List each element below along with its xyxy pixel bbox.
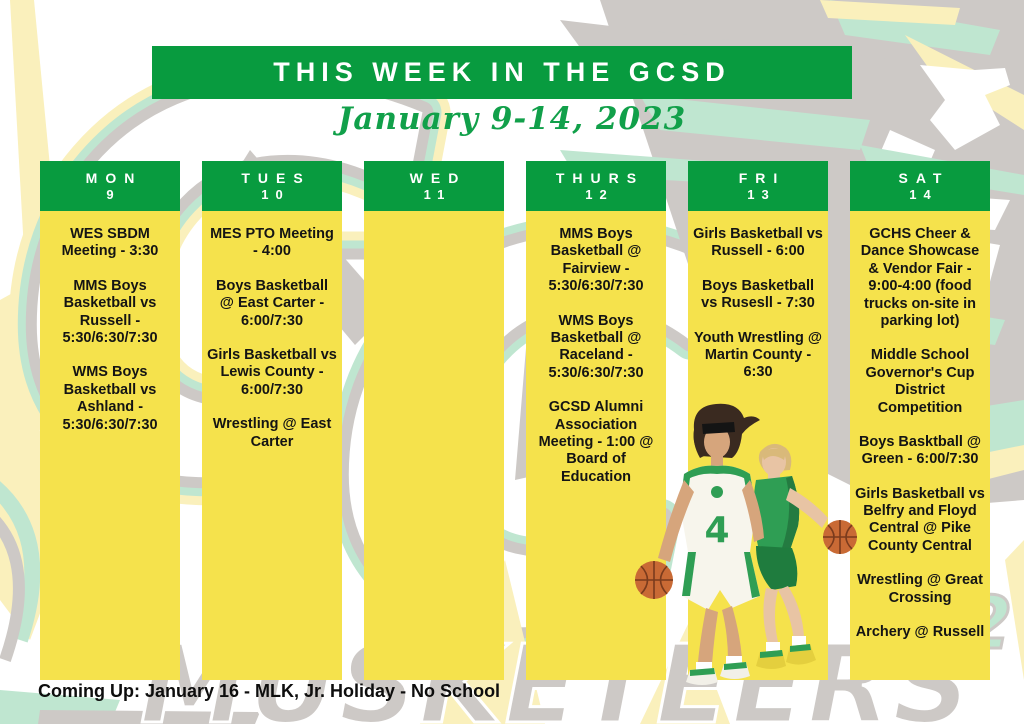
day-header: SAT 14 <box>850 161 990 211</box>
corner-swoosh <box>0 481 260 724</box>
day-label: SAT <box>898 170 950 186</box>
event-text: WMS Boys Basketball vs Ashland - 5:30/6:… <box>62 364 158 433</box>
day-column: TUES 10 MES PTO Meeting - 4:00 Boys Baske… <box>202 161 342 680</box>
day-column: SAT 14 GCHS Cheer & Dance Showcase & Ven… <box>850 161 990 680</box>
day-label: WED <box>409 170 467 186</box>
event-text: Boys Basketball @ East Carter - 6:00/7:3… <box>215 277 329 329</box>
day-number: 11 <box>423 187 452 202</box>
day-header: MON 9 <box>40 161 180 211</box>
day-number: 14 <box>909 187 938 202</box>
day-label: FRI <box>738 170 786 186</box>
event-text: WES SBDM Meeting - 3:30 <box>61 226 159 260</box>
day-column: MON 9 WES SBDM Meeting - 3:30 MMS Boys Ba… <box>40 161 180 680</box>
svg-text:4: 4 <box>704 510 729 551</box>
day-header: TUES 10 <box>202 161 342 211</box>
decor-yellow-spike <box>640 620 730 724</box>
event-text: MMS Boys Basketball @ Fairview - 5:30/6:… <box>548 226 644 295</box>
event-text: Girls Basketball vs Belfry and Floyd Cen… <box>855 485 985 554</box>
date-range: January 9-14, 2023 <box>337 101 687 137</box>
day-column: THURS 12 MMS Boys Basketball @ Fairview … <box>526 161 666 680</box>
event-text: Girls Basketball vs Lewis County - 6:00/… <box>207 346 337 398</box>
event-text: Middle School Governor's Cup District Co… <box>865 347 975 416</box>
day-number: 13 <box>747 187 776 202</box>
event-text: MMS Boys Basketball vs Russell - 5:30/6:… <box>62 277 158 346</box>
day-header: FRI 13 <box>688 161 828 211</box>
decor-yellow-spike <box>1005 540 1024 680</box>
basketball-icon <box>823 520 857 554</box>
basketball-players-photo: 4 <box>635 403 857 685</box>
title-banner: THIS WEEK IN THE GCSD <box>152 46 852 99</box>
event-text: Boys Basketball vs Rusesll - 7:30 <box>701 277 815 312</box>
day-column: WED 11 <box>364 161 504 680</box>
day-header: THURS 12 <box>526 161 666 211</box>
event-text: GCSD Alumni Association Meeting - 1:00 @… <box>538 399 654 485</box>
event-text: Girls Basketball vs Russell - 6:00 <box>693 226 823 260</box>
event-text: Archery @ Russell <box>855 624 985 641</box>
day-number: 10 <box>261 187 290 202</box>
basketball-icon <box>635 561 673 599</box>
poster-title: THIS WEEK IN THE GCSD <box>273 57 731 87</box>
event-text: Wrestling @ East Carter <box>212 416 332 450</box>
player-front: 4 <box>635 403 764 685</box>
event-text: WMS Boys Basketball @ Raceland - 5:30/6:… <box>548 312 644 381</box>
event-text: Boys Basktball @ Green - 6:00/7:30 <box>858 433 982 468</box>
player-back <box>736 443 857 669</box>
day-label: MON <box>85 170 143 186</box>
week-columns: MON 9 WES SBDM Meeting - 3:30 MMS Boys Ba… <box>40 161 990 680</box>
day-events: WES SBDM Meeting - 3:30 MMS Boys Basketba… <box>40 211 180 680</box>
event-text: GCHS Cheer & Dance Showcase & Vendor Fai… <box>860 226 980 329</box>
day-events: MES PTO Meeting - 4:00 Boys Basketball @ … <box>202 211 342 680</box>
coming-up-note: Coming Up: January 16 - MLK, Jr. Holiday… <box>38 681 501 701</box>
event-text: Youth Wrestling @ Martin County - 6:30 <box>694 329 822 381</box>
day-events <box>364 211 504 680</box>
day-events: MMS Boys Basketball @ Fairview - 5:30/6:… <box>526 211 666 680</box>
day-label: TUES <box>241 170 311 186</box>
event-text: MES PTO Meeting - 4:00 <box>210 226 334 260</box>
day-label: THURS <box>555 170 645 186</box>
event-text: Wrestling @ Great Crossing <box>857 572 983 606</box>
day-header: WED 11 <box>364 161 504 211</box>
day-events: GCHS Cheer & Dance Showcase & Vendor Fai… <box>850 211 990 680</box>
day-number: 12 <box>585 187 614 202</box>
day-number: 9 <box>106 187 121 202</box>
